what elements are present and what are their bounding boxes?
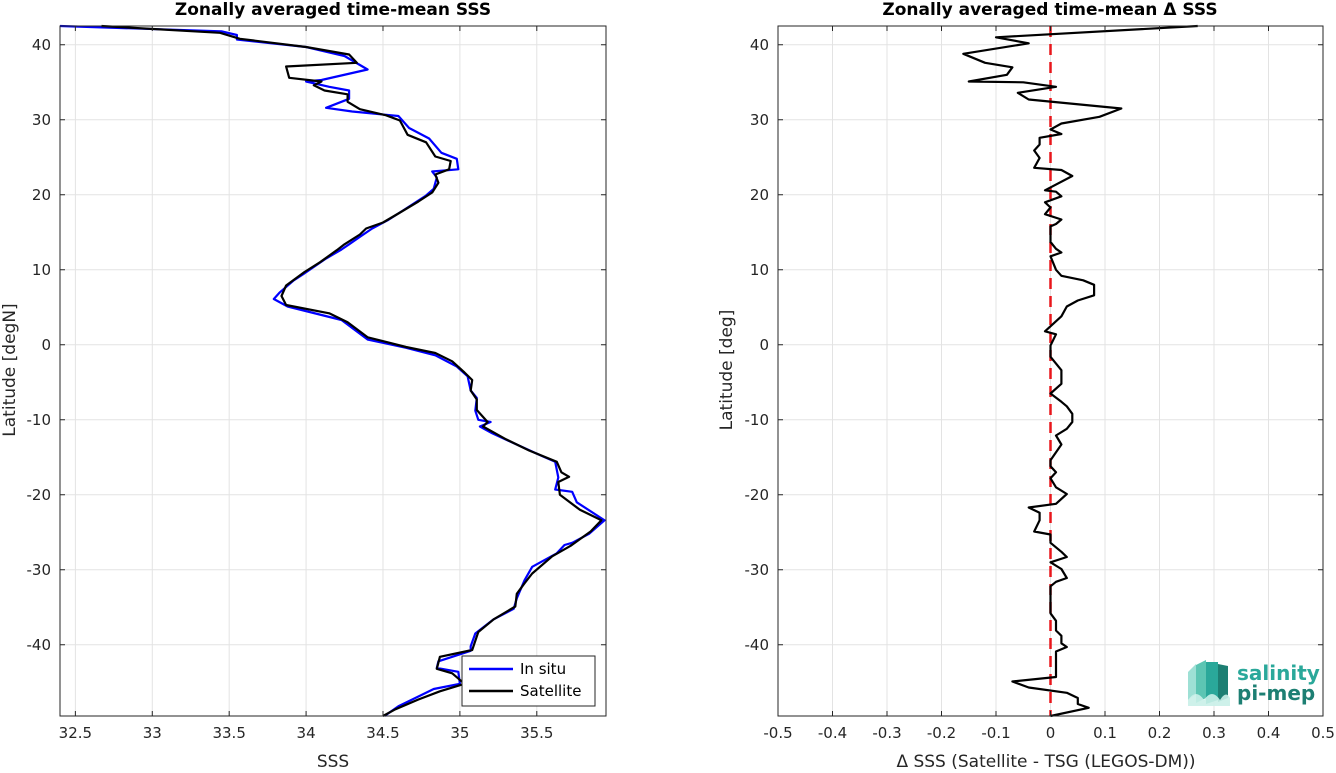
y-tick-label: 10 [32,261,51,279]
y-tick-label: -10 [745,411,770,429]
x-tick-label: 35 [450,724,469,742]
y-tick-label: 40 [32,36,51,54]
x-tick-label: 33.5 [212,724,245,742]
left-ticks: 32.5 33 33.5 34 34.5 35 35.5 -40 -30 -20 -10 0 10 20 3… [27,26,606,742]
salinity-pi-mep-logo: salinity pi-mep [1188,660,1320,706]
y-tick-label: 30 [32,111,51,129]
series-line-satellite [101,24,603,717]
y-tick-label: -30 [745,561,770,579]
logo-icon [1188,660,1230,706]
left-panel: Zonally averaged time-mean SSS SSS Latit… [0,0,607,772]
logo-text-line2: pi-mep [1237,681,1315,705]
left-y-axis-label: Latitude [degN] [0,303,20,436]
y-tick-label: 10 [750,261,769,279]
x-tick-label: 32.5 [59,724,92,742]
right-axes-frame [777,25,1324,717]
right-x-axis-label: Δ SSS (Satellite - TSG (LEGOS-DM)) [896,752,1195,769]
logo-text-line1: salinity [1237,661,1320,685]
y-tick-label: -30 [27,561,52,579]
legend: In situ Satellite [461,655,596,707]
y-tick-label: -20 [27,486,52,504]
right-panel: Zonally averaged time-mean Δ SSS Δ SSS (… [717,0,1335,772]
x-tick-label: 0.5 [1311,724,1335,742]
left-x-axis-label: SSS [317,752,349,769]
x-tick-label: 0.2 [1148,724,1172,742]
y-tick-label: -40 [745,636,770,654]
x-tick-label: 0 [1046,724,1056,742]
x-tick-label: 0.4 [1257,724,1281,742]
left-axes-frame [59,25,607,717]
x-tick-label: 33 [143,724,162,742]
x-tick-label: -0.1 [981,724,1010,742]
x-tick-label: -0.4 [818,724,847,742]
right-ticks: -0.5 -0.4 -0.3 -0.2 -0.1 0 0.1 0.2 0.3 0.4 0.5 -40 -… [745,26,1335,742]
series-line-delta-sss [962,24,1198,718]
y-tick-label: 0 [759,336,769,354]
right-chart-title: Zonally averaged time-mean Δ SSS [882,0,1217,20]
x-tick-label: -0.5 [763,724,792,742]
x-tick-label: 0.3 [1202,724,1226,742]
y-tick-label: -20 [745,486,770,504]
y-tick-label: -40 [27,636,52,654]
right-y-axis-label: Latitude [deg] [717,310,737,431]
x-tick-label: 34 [297,724,316,742]
x-tick-label: 0.1 [1093,724,1117,742]
plot-area-0 [60,26,606,716]
y-tick-label: 40 [750,36,769,54]
x-tick-label: 35.5 [520,724,553,742]
x-tick-label: -0.2 [927,724,956,742]
legend-label-satellite: Satellite [520,682,581,700]
x-tick-label: 34.5 [366,724,399,742]
x-tick-label: -0.3 [872,724,901,742]
left-chart-title: Zonally averaged time-mean SSS [175,0,491,20]
y-tick-label: 30 [750,111,769,129]
legend-label-in-situ: In situ [520,660,566,678]
y-tick-label: -10 [27,411,52,429]
left-grid [60,26,606,716]
right-series-layer [962,24,1198,718]
y-tick-label: 0 [41,336,51,354]
legend-box [461,655,596,707]
left-series-layer [59,24,606,717]
y-tick-label: 20 [750,186,769,204]
y-tick-label: 20 [32,186,51,204]
